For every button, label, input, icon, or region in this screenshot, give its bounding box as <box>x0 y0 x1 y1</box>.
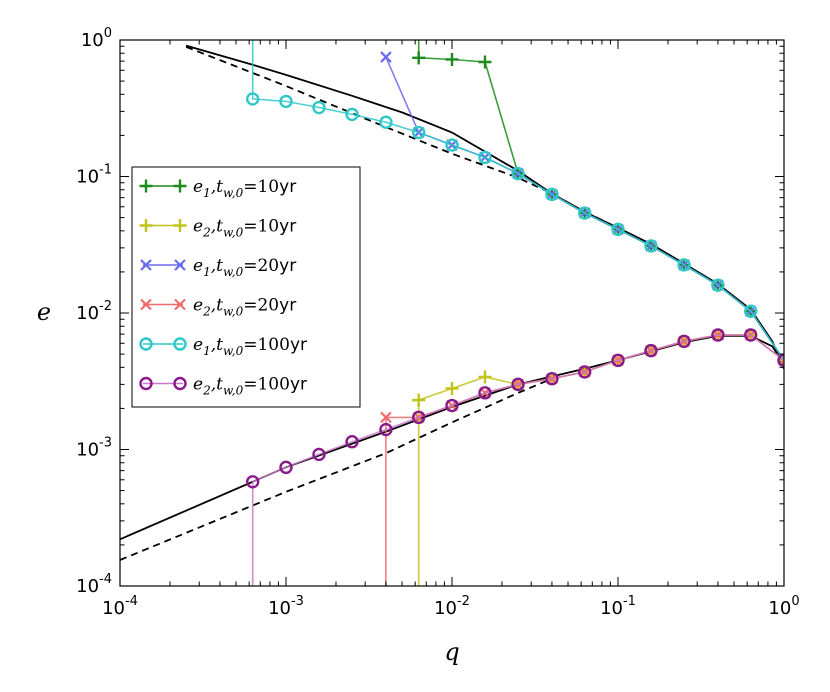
axis-ticks <box>119 39 785 587</box>
x-tick-label: 10-2 <box>434 594 470 619</box>
data-point-e2-tw0-10yr <box>478 370 492 384</box>
series-e1-tw0-10yr <box>412 40 784 367</box>
series-line-e1-tw0-10yr <box>417 40 784 361</box>
data-point-e1-tw0-100yr <box>312 100 326 115</box>
data-point-e1-tw0-100yr <box>478 150 492 165</box>
legend-marker <box>174 298 186 311</box>
legend-entry-e2-tw0-20yr: e2,tw,0=20yr <box>140 296 296 319</box>
x-tick-label: 10-1 <box>600 594 636 619</box>
y-tick-label: 10-1 <box>76 163 112 188</box>
legend-label: e2,tw,0=10yr <box>193 217 296 240</box>
data-point-e2-tw0-100yr <box>245 475 260 489</box>
legend-label: e1,tw,0=20yr <box>193 256 296 279</box>
data-point-e1-tw0-100yr <box>743 304 758 318</box>
y-tick-label: 10-3 <box>76 436 112 461</box>
legend: e1,tw,0=10yr e2,tw,0=10yr e1,tw,0=20yr e2,t… <box>131 166 361 408</box>
legend-entry-e1-tw0-10yr: e1,tw,0=10yr <box>139 177 296 200</box>
data-point-e1-tw0-100yr <box>245 92 260 106</box>
data-point-e2-tw0-100yr <box>545 372 559 386</box>
series-e2-tw0-100yr <box>245 328 784 586</box>
data-point-e1-tw0-100yr <box>379 115 393 129</box>
data-point-e1-tw0-100yr <box>511 166 525 181</box>
data-point-e2-tw0-100yr <box>711 328 725 342</box>
data-point-e2-tw0-100yr <box>644 343 658 358</box>
legend-marker <box>173 219 187 232</box>
legend-marker <box>173 179 187 193</box>
legend-marker <box>173 337 187 351</box>
legend-marker <box>139 337 153 351</box>
x-tick-label: 10-3 <box>268 594 304 619</box>
data-point-e1-tw0-10yr <box>478 55 492 69</box>
data-point-e2-tw0-100yr <box>345 435 359 449</box>
data-point-e2-tw0-100yr <box>511 377 525 392</box>
data-series <box>245 40 784 586</box>
series-e2-tw0-10yr <box>412 328 784 586</box>
data-point-e2-tw0-100yr <box>611 353 625 368</box>
y-tick-label: 10-4 <box>76 572 112 597</box>
data-point-e2-tw0-10yr <box>412 393 426 407</box>
y-axis-label: e <box>37 298 51 326</box>
legend-marker <box>174 259 186 271</box>
data-point-e2-tw0-100yr <box>777 353 784 368</box>
data-point-e1-tw0-100yr <box>611 222 625 237</box>
analytic-dashed-lower-line <box>120 377 553 561</box>
legend-entry-e2-tw0-100yr: e2,tw,0=100yr <box>139 375 307 398</box>
data-point-e2-tw0-10yr <box>445 381 459 395</box>
data-point-e1-tw0-100yr <box>279 94 293 109</box>
data-point-e1-tw0-100yr <box>411 125 426 140</box>
y-tick-label: 100 <box>81 26 112 51</box>
series-line-e2-tw0-10yr <box>417 334 784 586</box>
x-tick-label: 100 <box>768 594 799 619</box>
legend-label: e2,tw,0=100yr <box>193 375 307 398</box>
data-point-e1-tw0-10yr <box>445 52 459 66</box>
legend-marker <box>140 298 152 311</box>
legend-label: e1,tw,0=10yr <box>193 177 296 200</box>
data-point-e1-tw0-100yr <box>445 138 459 152</box>
legend-entry-e1-tw0-100yr: e1,tw,0=100yr <box>139 335 307 358</box>
legend-box <box>131 166 361 408</box>
data-point-e1-tw0-100yr <box>711 278 725 292</box>
data-point-e2-tw0-100yr <box>577 365 592 379</box>
data-point-e1-tw0-100yr <box>577 206 592 220</box>
tick-labels: 10-4 10-3 10-2 10-1 100 10-4 10-3 10-2 10-1 100 <box>76 26 799 619</box>
legend-marker <box>139 219 153 232</box>
data-point-e1-tw0-10yr <box>412 51 426 65</box>
legend-label: e1,tw,0=100yr <box>193 335 307 358</box>
legend-marker <box>139 376 153 391</box>
data-point-e2-tw0-100yr <box>279 460 293 475</box>
data-point-e1-tw0-100yr <box>677 258 691 272</box>
data-point-e1-tw0-100yr <box>345 107 359 122</box>
legend-marker <box>139 179 153 193</box>
data-point-e1-tw0-100yr <box>545 187 559 202</box>
data-point-e2-tw0-100yr <box>379 422 393 437</box>
data-point-e2-tw0-100yr <box>411 410 426 425</box>
data-point-e2-tw0-100yr <box>478 386 492 400</box>
data-point-e2-tw0-100yr <box>677 334 691 349</box>
data-point-e2-tw0-20yr <box>380 411 392 424</box>
legend-label: e2,tw,0=20yr <box>193 296 296 319</box>
data-point-e2-tw0-100yr <box>743 328 758 342</box>
y-tick-label: 10-2 <box>76 299 112 324</box>
x-tick-label: 10-4 <box>102 594 138 619</box>
data-point-e2-tw0-100yr <box>445 398 459 413</box>
x-axis-label: q <box>444 638 459 666</box>
data-point-e1-tw0-20yr <box>380 51 392 63</box>
series-e1-tw0-100yr <box>245 40 784 368</box>
legend-marker <box>173 376 187 391</box>
legend-marker <box>140 259 152 271</box>
data-point-e1-tw0-100yr <box>644 239 658 253</box>
data-point-e2-tw0-100yr <box>312 447 326 462</box>
legend-entry-e1-tw0-20yr: e1,tw,0=20yr <box>140 256 296 279</box>
legend-entry-e2-tw0-10yr: e2,tw,0=10yr <box>139 217 296 240</box>
